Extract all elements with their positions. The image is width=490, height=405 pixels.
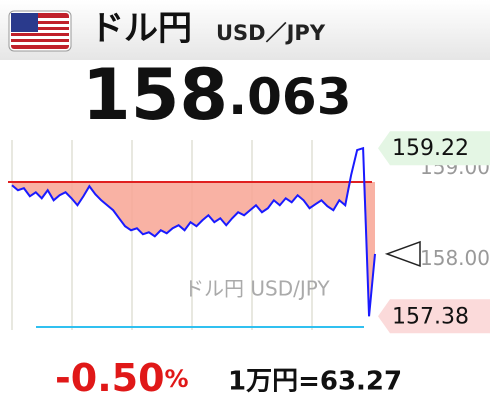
change-unit: %: [165, 365, 189, 393]
price-decimal: .063: [228, 68, 351, 126]
title: ドル円: [90, 9, 192, 49]
price-line: [11, 146, 376, 317]
price: 158.063: [82, 54, 352, 136]
watermark: ドル円 USD/JPY: [184, 277, 330, 301]
y-tick-label: 158.00: [420, 246, 490, 270]
pair: USD／JPY: [216, 21, 326, 45]
conversion: 1万円=63.27: [228, 367, 402, 397]
current-pointer: [384, 240, 421, 267]
area-fill: [12, 182, 375, 317]
price-integer: 158: [82, 54, 228, 136]
change: -0.50%: [55, 356, 189, 400]
flag: [8, 10, 72, 52]
header-bar: [0, 0, 490, 60]
low-label: 157.38: [392, 304, 469, 329]
high-label: 159.22: [392, 136, 469, 161]
high-box: [378, 131, 490, 166]
change-value: -0.50: [55, 356, 165, 400]
low-box: [378, 299, 490, 334]
